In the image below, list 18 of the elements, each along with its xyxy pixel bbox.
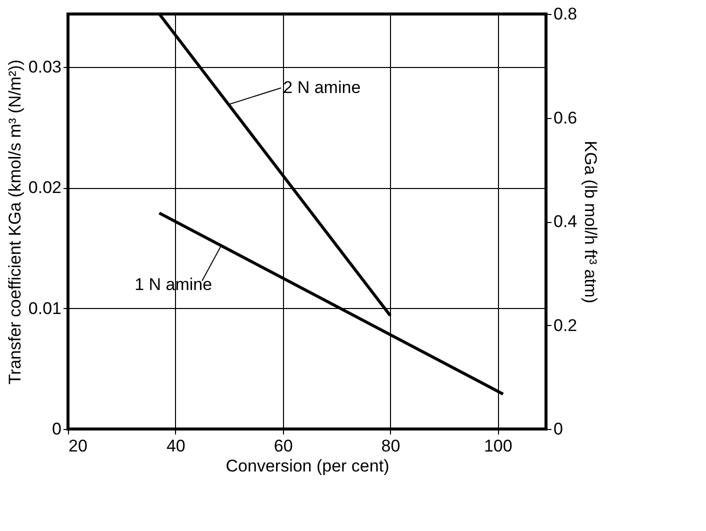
y-tick-label: 0.02 <box>28 178 62 198</box>
x-tick-label: 80 <box>381 436 400 456</box>
x-tick-label: 100 <box>484 436 512 456</box>
y2-tick-label: 0.4 <box>554 212 578 231</box>
y2-tick-label: 0 <box>554 420 563 438</box>
y2-tick-label: 0.6 <box>554 108 578 128</box>
legend-label: 2 N amine <box>283 78 361 97</box>
y2-axis-title: KGa (lb mol/h ft³ atm) <box>581 140 600 304</box>
y-tick-label: 0.03 <box>28 58 62 77</box>
x-tick-label: 60 <box>274 436 293 456</box>
y2-tick-label: 0.8 <box>554 4 578 24</box>
y-axis-title: Transfer coefficient KGa (kmol/s m³ (N/m²)) <box>5 60 24 384</box>
y2-tick-label: 0.2 <box>554 316 578 335</box>
y-tick-label: 0.01 <box>28 298 62 318</box>
y-tick-label: 0 <box>52 420 62 438</box>
x-tick-label: 40 <box>166 436 186 456</box>
x-axis-title: Conversion (per cent) <box>226 456 390 476</box>
x-tick-label: 20 <box>68 436 88 456</box>
